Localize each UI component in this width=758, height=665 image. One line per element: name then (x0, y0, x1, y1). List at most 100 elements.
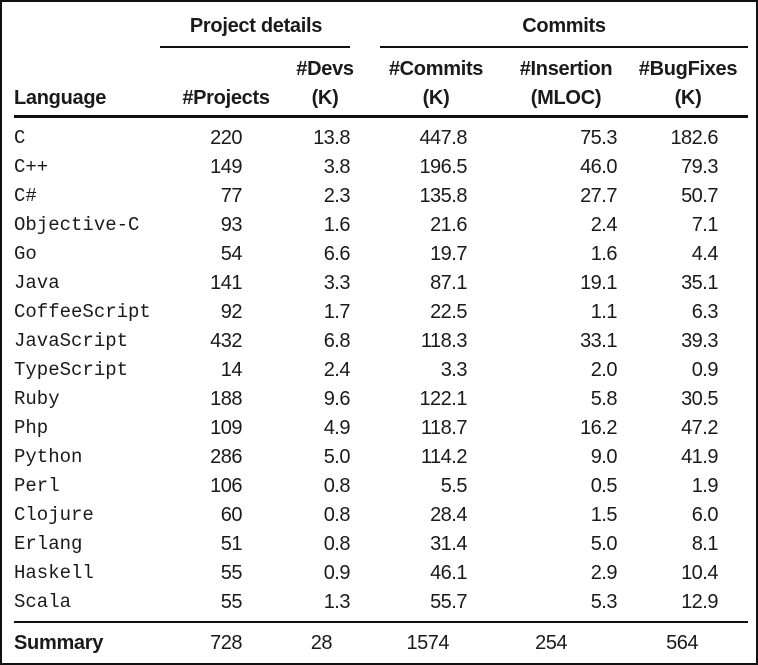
cell-insertion: 33.1 (580, 330, 617, 352)
cell-bugfixes: 10.4 (681, 562, 718, 584)
col-header-bugfixes-1: #BugFixes (638, 58, 738, 80)
cell-bugfixes: 4.4 (691, 243, 719, 265)
summary-bugfixes: 564 (666, 632, 698, 654)
col-header-devs-2: (K) (311, 87, 339, 109)
cell-projects: 54 (220, 243, 243, 265)
table-row: TypeScript 14 2.4 3.3 2.0 0.9 (2, 356, 756, 385)
cell-projects: 77 (220, 185, 243, 207)
cell-language: TypeScript (14, 359, 129, 381)
cell-insertion: 1.1 (590, 301, 618, 323)
cell-bugfixes: 7.1 (691, 214, 719, 236)
cell-insertion: 5.0 (590, 533, 618, 555)
cell-bugfixes: 39.3 (681, 330, 718, 352)
col-header-projects: #Projects (182, 87, 270, 109)
cell-devs: 0.8 (323, 504, 351, 526)
cell-bugfixes: 0.9 (691, 359, 719, 381)
cell-bugfixes: 79.3 (681, 156, 718, 178)
cell-language: Perl (14, 475, 60, 497)
cell-devs: 9.6 (323, 388, 351, 410)
group-header-project-details: Project details (189, 15, 323, 37)
cell-bugfixes: 8.1 (691, 533, 719, 555)
cell-commits: 21.6 (430, 214, 467, 236)
cell-bugfixes: 30.5 (681, 388, 718, 410)
cell-devs: 3.8 (323, 156, 351, 178)
cell-commits: 122.1 (419, 388, 467, 410)
table-row: Go 54 6.6 19.7 1.6 4.4 (2, 240, 756, 269)
summary-devs: 28 (310, 632, 333, 654)
cell-commits: 19.7 (430, 243, 467, 265)
cell-bugfixes: 12.9 (681, 591, 718, 613)
col-header-insertion-1: #Insertion (519, 58, 613, 80)
cell-projects: 51 (220, 533, 243, 555)
cell-bugfixes: 41.9 (681, 446, 718, 468)
cell-projects: 93 (220, 214, 243, 236)
summary-commits: 1574 (406, 632, 450, 654)
cell-devs: 6.6 (323, 243, 351, 265)
cell-language: Haskell (14, 562, 94, 584)
col-header-bugfixes-2: (K) (674, 87, 702, 109)
table-row: Haskell 55 0.9 46.1 2.9 10.4 (2, 559, 756, 588)
cell-language: Clojure (14, 504, 94, 526)
table-row: Clojure 60 0.8 28.4 1.5 6.0 (2, 501, 756, 530)
cell-insertion: 1.6 (590, 243, 618, 265)
table-row: C# 77 2.3 135.8 27.7 50.7 (2, 182, 756, 211)
cell-insertion: 75.3 (580, 127, 617, 149)
cell-insertion: 27.7 (580, 185, 617, 207)
cell-insertion: 1.5 (590, 504, 618, 526)
cell-commits: 5.5 (440, 475, 468, 497)
cell-bugfixes: 182.6 (670, 127, 718, 149)
cell-language: JavaScript (14, 330, 129, 352)
col-header-commits-1: #Commits (388, 58, 484, 80)
cell-bugfixes: 35.1 (681, 272, 718, 294)
cell-language: Ruby (14, 388, 60, 410)
cell-bugfixes: 1.9 (691, 475, 719, 497)
cell-commits: 87.1 (430, 272, 467, 294)
cell-commits: 55.7 (430, 591, 467, 613)
cell-commits: 31.4 (430, 533, 467, 555)
cell-language: Php (14, 417, 49, 439)
cell-language: Go (14, 243, 37, 265)
cell-insertion: 5.3 (590, 591, 618, 613)
group-header-commits: Commits (522, 15, 606, 37)
cell-commits: 22.5 (430, 301, 467, 323)
cell-devs: 1.7 (323, 301, 351, 323)
summary-projects: 728 (210, 632, 242, 654)
cell-bugfixes: 6.3 (691, 301, 719, 323)
cell-language: Scala (14, 591, 72, 613)
col-header-insertion-2: (MLOC) (530, 87, 602, 109)
summary-insertion: 254 (535, 632, 567, 654)
cell-projects: 432 (210, 330, 242, 352)
table-row: Ruby 188 9.6 122.1 5.8 30.5 (2, 385, 756, 414)
cell-devs: 3.3 (323, 272, 351, 294)
cell-commits: 196.5 (419, 156, 467, 178)
summary-label: Summary (14, 632, 104, 654)
cell-projects: 92 (220, 301, 243, 323)
col-header-language: Language (14, 87, 107, 109)
cell-devs: 2.3 (323, 185, 351, 207)
cell-projects: 55 (220, 562, 243, 584)
cell-devs: 0.8 (323, 475, 351, 497)
cell-devs: 1.3 (323, 591, 351, 613)
summary-row: Summary 728 28 1574 254 564 (2, 629, 756, 658)
group-rule-project (160, 46, 350, 48)
cell-devs: 4.9 (323, 417, 351, 439)
cell-language: CoffeeScript (14, 301, 151, 323)
table-row: C++ 149 3.8 196.5 46.0 79.3 (2, 153, 756, 182)
header-rule (14, 115, 748, 118)
table-row: Objective-C 93 1.6 21.6 2.4 7.1 (2, 211, 756, 240)
table-row: Perl 106 0.8 5.5 0.5 1.9 (2, 472, 756, 501)
cell-language: C# (14, 185, 37, 207)
cell-projects: 14 (220, 359, 243, 381)
table-row: Java 141 3.3 87.1 19.1 35.1 (2, 269, 756, 298)
table-row: Scala 55 1.3 55.7 5.3 12.9 (2, 588, 756, 617)
cell-insertion: 16.2 (580, 417, 617, 439)
cell-insertion: 46.0 (580, 156, 617, 178)
cell-bugfixes: 50.7 (681, 185, 718, 207)
cell-commits: 3.3 (440, 359, 468, 381)
col-header-devs-1: #Devs (296, 58, 354, 80)
cell-insertion: 2.9 (590, 562, 618, 584)
cell-devs: 13.8 (313, 127, 350, 149)
cell-insertion: 9.0 (590, 446, 618, 468)
cell-devs: 0.9 (323, 562, 351, 584)
